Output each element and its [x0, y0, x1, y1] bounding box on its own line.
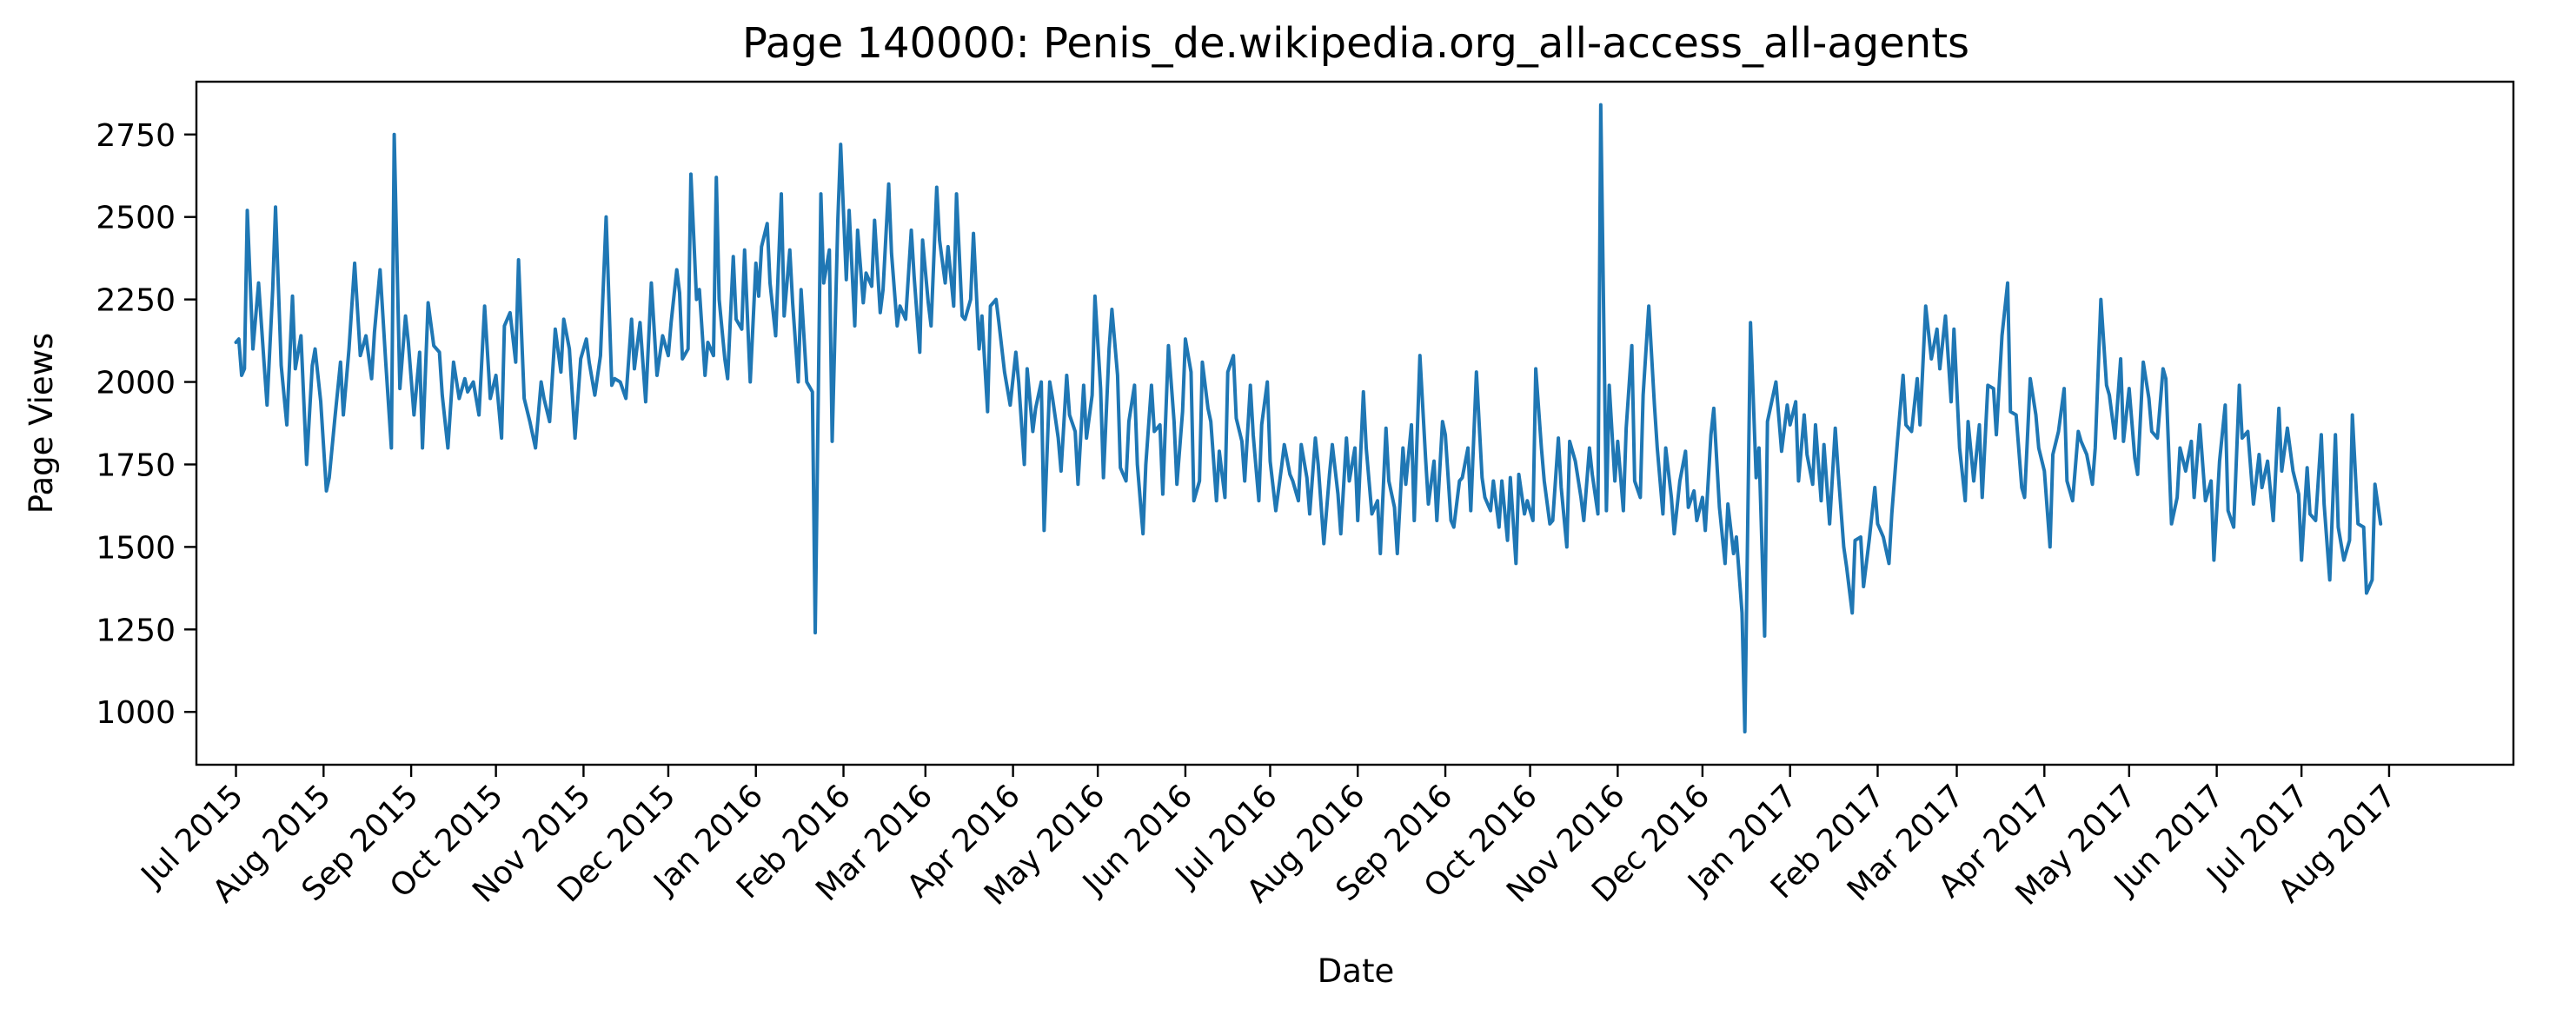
y-tick-label: 2000 — [96, 366, 176, 401]
y-axis: 1000 1250 1500 1750 2000 2250 2500 2750 — [96, 118, 196, 731]
plot-frame — [195, 80, 2515, 766]
y-tick-label: 2500 — [96, 201, 176, 236]
y-tick-label: 2250 — [96, 283, 176, 319]
y-tick-label: 2750 — [96, 118, 176, 154]
y-tick-label: 1000 — [96, 695, 176, 731]
y-tick-label: 1250 — [96, 613, 176, 648]
y-tick-label: 1500 — [96, 530, 176, 566]
y-tick-label: 1750 — [96, 448, 176, 483]
chart-title: Page 140000: Penis_de.wikipedia.org_all-… — [742, 19, 1969, 68]
x-axis-label: Date — [1318, 952, 1394, 990]
plot-area — [234, 103, 2383, 734]
series-line — [234, 103, 2383, 734]
y-axis-label: Page Views — [23, 333, 60, 514]
